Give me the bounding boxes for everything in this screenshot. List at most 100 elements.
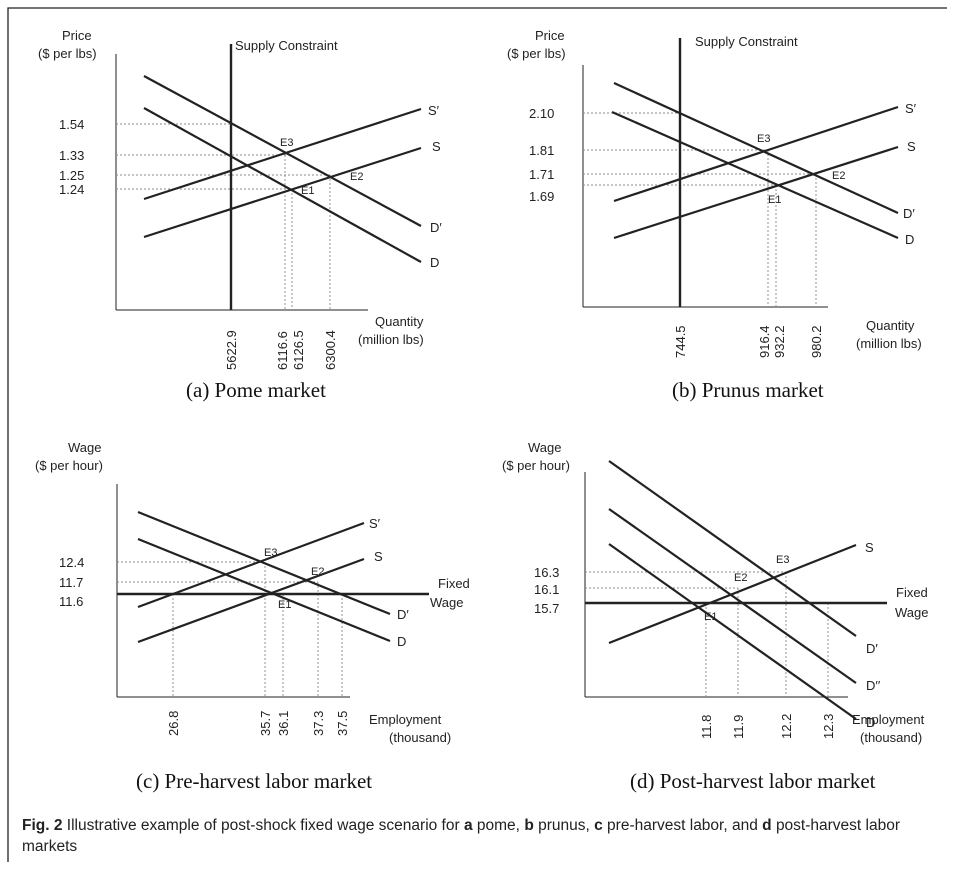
curve-label-d-prime: D′ (397, 607, 409, 622)
x-tick: 35.7 (258, 711, 273, 736)
curve-label-d: D (866, 715, 875, 730)
curve-label-d-prime: D′ (866, 641, 878, 656)
y-tick: 1.24 (59, 182, 84, 197)
y-axis-unit: ($ per hour) (35, 458, 103, 473)
curve-d (143, 107, 422, 263)
fixed-wage-label: Fixed (896, 585, 928, 600)
y-tick: 1.54 (59, 117, 84, 132)
panel-caption: (b) Prunus market (672, 378, 824, 402)
point-e3: E3 (264, 547, 277, 559)
fixed-wage-label: Wage (895, 605, 928, 620)
curve-label-s-prime: S′ (428, 103, 440, 118)
panel-prunus: Price ($ per lbs) Quantity (million lbs)… (507, 28, 922, 402)
curve-d (608, 543, 857, 720)
curve-s (137, 557, 365, 644)
point-e2: E2 (832, 170, 845, 182)
fixed-wage-label: Fixed (438, 576, 470, 591)
x-tick: 932.2 (772, 325, 787, 358)
curve-label-s-prime: S′ (905, 101, 917, 116)
point-e3: E3 (280, 137, 293, 149)
x-axis-label: Employment (852, 712, 925, 727)
x-tick: 37.5 (335, 711, 350, 736)
y-axis-unit: ($ per hour) (502, 458, 570, 473)
x-axis-unit: (million lbs) (358, 332, 424, 347)
y-tick: 16.3 (534, 565, 559, 580)
supply-constraint-label: Supply Constraint (695, 34, 798, 49)
y-tick: 16.1 (534, 582, 559, 597)
panel-caption: (a) Pome market (186, 378, 326, 402)
y-axis-label: Price (62, 28, 92, 43)
x-tick: 916.4 (757, 325, 772, 358)
curve-label-d: D (397, 634, 406, 649)
panel-pome: Price ($ per lbs) Quantity (million lbs)… (38, 28, 442, 402)
y-tick: 1.25 (59, 168, 84, 183)
curve-d-prime (608, 460, 857, 637)
x-tick: 980.2 (809, 325, 824, 358)
x-tick: 37.3 (311, 711, 326, 736)
x-axis-unit: (thousand) (389, 730, 451, 745)
panel-post-harvest: Wage ($ per hour) Employment (thousand) … (502, 440, 928, 793)
x-axis-label: Quantity (375, 314, 424, 329)
y-axis-unit: ($ per lbs) (507, 46, 566, 61)
x-tick: 26.8 (166, 711, 181, 736)
guide-lines (585, 571, 829, 697)
y-tick: 12.4 (59, 555, 84, 570)
curve-s-prime (137, 521, 365, 609)
point-e3: E3 (776, 554, 789, 566)
x-tick: 5622.9 (224, 330, 239, 370)
curve-label-s: S (374, 549, 383, 564)
y-axis-unit: ($ per lbs) (38, 46, 97, 61)
curve-s-prime (143, 107, 422, 201)
figure-label: Fig. 2 (22, 817, 63, 834)
curve-s (608, 543, 857, 645)
x-axis-label: Quantity (866, 318, 915, 333)
x-axis-label: Employment (369, 712, 442, 727)
curve-d-prime (613, 81, 899, 215)
curve-d-double-prime (608, 508, 857, 684)
curve-label-s: S (432, 139, 441, 154)
curves (611, 81, 899, 240)
curve-label-s: S (865, 540, 874, 555)
curves (137, 510, 391, 644)
curve-label-d: D (905, 232, 914, 247)
curve-label-s: S (907, 139, 916, 154)
x-axis-unit: (million lbs) (856, 336, 922, 351)
x-tick: 11.9 (731, 715, 746, 739)
guide-lines (117, 561, 343, 697)
curve-s (613, 145, 899, 240)
y-tick: 1.71 (529, 167, 554, 182)
curve-label-d-prime: D′ (430, 220, 442, 235)
figure-frame (7, 7, 947, 862)
x-tick: 36.1 (276, 711, 291, 736)
x-tick: 6300.4 (323, 330, 338, 370)
curves (608, 460, 857, 720)
y-tick: 11.6 (59, 594, 83, 609)
panel-pre-harvest: Wage ($ per hour) Employment (thousand) … (35, 440, 470, 793)
x-axis-unit: (thousand) (860, 730, 922, 745)
curve-d (137, 537, 391, 643)
point-e1: E1 (278, 599, 291, 611)
x-tick: 744.5 (673, 325, 688, 358)
point-e2: E2 (350, 171, 363, 183)
y-axis-label: Wage (68, 440, 101, 455)
point-e1: E1 (301, 185, 314, 197)
curve-d (611, 110, 899, 240)
panel-caption: (c) Pre-harvest labor market (136, 769, 372, 793)
x-tick: 11.8 (699, 715, 714, 739)
y-tick: 11.7 (59, 575, 83, 590)
curve-d-prime (143, 75, 422, 227)
point-e1: E1 (704, 611, 717, 623)
y-axis-label: Wage (528, 440, 561, 455)
x-tick: 6116.6 (275, 331, 290, 370)
y-axis-label: Price (535, 28, 565, 43)
curves (143, 75, 422, 263)
curve-label-d-double-prime: D′′ (866, 678, 881, 693)
curve-label-s-prime: S′ (369, 516, 381, 531)
y-tick: 15.7 (534, 601, 559, 616)
curve-label-d: D (430, 255, 439, 270)
x-tick: 12.3 (821, 714, 836, 739)
y-tick: 1.33 (59, 148, 84, 163)
figure-caption: Fig. 2 Illustrative example of post-shoc… (22, 817, 900, 855)
point-e2: E2 (734, 572, 747, 584)
curve-d-prime (137, 510, 391, 616)
